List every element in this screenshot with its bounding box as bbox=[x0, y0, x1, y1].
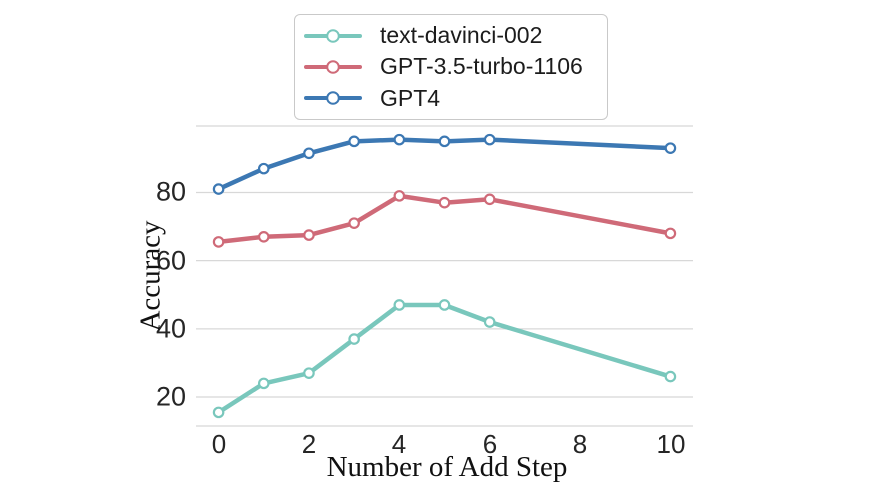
x-axis-label: Number of Add Step bbox=[326, 451, 568, 483]
legend-sample-marker bbox=[326, 91, 340, 106]
series-line bbox=[216, 302, 673, 415]
data-point-marker bbox=[664, 227, 677, 240]
data-point-marker bbox=[438, 196, 451, 209]
x-tick-label-2: 2 bbox=[301, 429, 317, 459]
legend-label: GPT4 bbox=[380, 84, 441, 111]
series-line bbox=[216, 193, 673, 245]
data-point-marker bbox=[393, 190, 406, 202]
data-point-marker bbox=[438, 299, 451, 311]
y-tick-label-80: 80 bbox=[155, 176, 186, 207]
data-point-marker bbox=[483, 193, 496, 206]
legend-sample-marker bbox=[326, 28, 340, 43]
data-point-marker bbox=[303, 367, 315, 379]
x-tick-label-8: 8 bbox=[572, 429, 588, 459]
data-point-marker bbox=[348, 135, 360, 148]
data-point-marker bbox=[257, 230, 270, 243]
data-point-marker bbox=[303, 229, 315, 241]
data-point-marker bbox=[664, 142, 677, 154]
data-point-marker bbox=[212, 406, 225, 419]
data-point-marker bbox=[483, 133, 496, 146]
x-tick-label-0: 0 bbox=[211, 429, 227, 459]
y-tick-label-40: 40 bbox=[155, 313, 186, 344]
data-point-marker bbox=[483, 316, 496, 328]
data-point-marker bbox=[393, 299, 406, 311]
data-point-marker bbox=[257, 162, 270, 175]
y-tick-label-60: 60 bbox=[155, 245, 186, 276]
x-tick-label-4: 4 bbox=[391, 429, 407, 459]
series-line bbox=[216, 137, 673, 192]
legend-line-marker-icon bbox=[304, 91, 362, 106]
data-point-marker bbox=[348, 333, 360, 345]
data-point-marker bbox=[303, 147, 315, 160]
y-tick-label-20: 20 bbox=[155, 381, 186, 412]
data-point-marker bbox=[348, 217, 360, 229]
x-tick-label-10: 10 bbox=[656, 429, 686, 459]
legend-label: GPT-3.5-turbo-1106 bbox=[380, 53, 583, 80]
data-point-marker bbox=[212, 236, 225, 248]
data-point-marker bbox=[257, 377, 270, 390]
legend-sample-marker bbox=[326, 60, 340, 74]
legend-item: GPT-3.5-turbo-1106 bbox=[295, 51, 607, 82]
legend: text-davinci-002 GPT-3.5-turbo-1106 GPT4 bbox=[294, 14, 608, 120]
y-axis-label: Accuracy bbox=[134, 220, 167, 332]
legend-line-marker-icon bbox=[304, 60, 362, 74]
data-point-marker bbox=[664, 370, 677, 383]
data-point-marker bbox=[212, 183, 225, 195]
data-point-marker bbox=[393, 133, 406, 146]
legend-line-marker-icon bbox=[304, 28, 362, 43]
x-tick-label-6: 6 bbox=[482, 429, 498, 459]
legend-item: text-davinci-002 bbox=[295, 20, 607, 51]
data-point-marker bbox=[438, 135, 451, 148]
legend-label: text-davinci-002 bbox=[380, 22, 543, 49]
legend-item: GPT4 bbox=[295, 83, 607, 114]
